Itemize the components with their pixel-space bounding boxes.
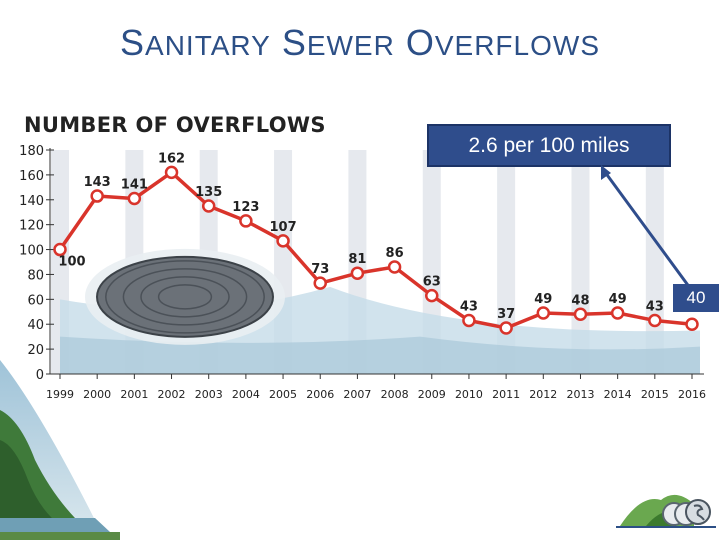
x-tick-label: 2012 (529, 388, 557, 401)
manhole-cover-ring (122, 268, 248, 326)
manhole-cover-ring (140, 276, 230, 318)
overflow-line-chart: 0 20 40 60 80 100 120 140 160 180 1999 2000 2001 2002… (19, 144, 706, 401)
data-label: 49 (609, 292, 627, 307)
data-label: 43 (646, 299, 664, 314)
x-tick-label: 2005 (269, 388, 297, 401)
x-tick-label: 2013 (566, 388, 594, 401)
data-label: 37 (497, 307, 515, 322)
data-label: 123 (232, 200, 259, 215)
title-word-ewer: EWER (306, 30, 395, 61)
data-point (313, 276, 327, 290)
y-tick-label: 0 (36, 368, 44, 383)
y-tick-label: 20 (27, 343, 44, 358)
data-label: 43 (460, 299, 478, 314)
data-point (127, 191, 142, 206)
x-tick-label: 2008 (381, 388, 409, 401)
data-label: 48 (571, 293, 589, 308)
park-scene-image (0, 360, 120, 540)
manhole-cover-ring (105, 260, 265, 334)
manhole-cover-ring (157, 284, 213, 310)
data-point (276, 234, 290, 248)
data-point (90, 189, 104, 203)
water-illustration (60, 336, 700, 374)
data-point (350, 266, 365, 280)
data-point (164, 165, 179, 180)
slide-title: SANITARY SEWER OVERFLOWS (0, 22, 720, 64)
data-label: 141 (121, 178, 148, 193)
arrow-head-icon (601, 165, 611, 180)
data-point (239, 214, 253, 228)
data-point (573, 307, 588, 322)
y-tick-label: 40 (27, 318, 44, 333)
x-tick-label: 1999 (46, 388, 74, 401)
x-tick-label: 2003 (195, 388, 223, 401)
grid-band (497, 150, 516, 374)
x-tick-label: 2007 (343, 388, 371, 401)
data-label: 143 (84, 175, 111, 190)
title-initial-o: O (405, 22, 435, 63)
data-point (462, 313, 476, 328)
data-point (648, 313, 662, 328)
title-initial-s: S (120, 22, 146, 63)
data-point (499, 321, 513, 335)
data-label: 63 (423, 275, 441, 290)
x-tick-label: 2009 (418, 388, 446, 401)
data-label: 135 (195, 185, 222, 200)
x-tick-label: 2016 (678, 388, 706, 401)
x-tick-label: 2011 (492, 388, 520, 401)
data-point (536, 306, 551, 320)
y-tick-label: 120 (19, 219, 44, 234)
title-initial-s2: S (281, 22, 307, 63)
data-label: 107 (269, 220, 296, 235)
x-tick-label: 2002 (158, 388, 186, 401)
data-label: 100 (58, 255, 85, 270)
title-word-verflows: VERFLOWS (434, 30, 600, 61)
district-logo (616, 494, 716, 528)
y-tick-label: 60 (27, 293, 44, 308)
data-label: 162 (158, 151, 185, 166)
latest-value-badge: 40 (673, 284, 719, 312)
data-point (201, 199, 216, 213)
data-label: 73 (311, 262, 329, 277)
y-tick-label: 80 (27, 268, 44, 283)
data-point (685, 317, 699, 331)
y-tick-label: 100 (19, 244, 44, 259)
x-tick-label: 2014 (604, 388, 632, 401)
y-tick-label: 160 (19, 169, 44, 184)
x-tick-label: 2010 (455, 388, 483, 401)
y-tick-label: 140 (19, 194, 44, 209)
data-label: 86 (386, 246, 404, 261)
data-label: 49 (534, 292, 552, 307)
data-point (387, 260, 402, 274)
data-point (425, 288, 439, 303)
x-tick-label: 2015 (641, 388, 669, 401)
chart-title: NUMBER OF OVERFLOWS (24, 113, 326, 137)
y-tick-label: 180 (19, 144, 44, 159)
data-point (53, 242, 67, 257)
x-tick-label: 2006 (306, 388, 334, 401)
title-word-anitary: ANITARY (145, 30, 271, 61)
data-point (610, 306, 625, 320)
x-tick-label: 2004 (232, 388, 260, 401)
data-label: 81 (348, 252, 366, 267)
x-tick-label: 2000 (83, 388, 111, 401)
x-tick-label: 2001 (120, 388, 148, 401)
rate-callout: 2.6 per 100 miles (427, 124, 671, 167)
